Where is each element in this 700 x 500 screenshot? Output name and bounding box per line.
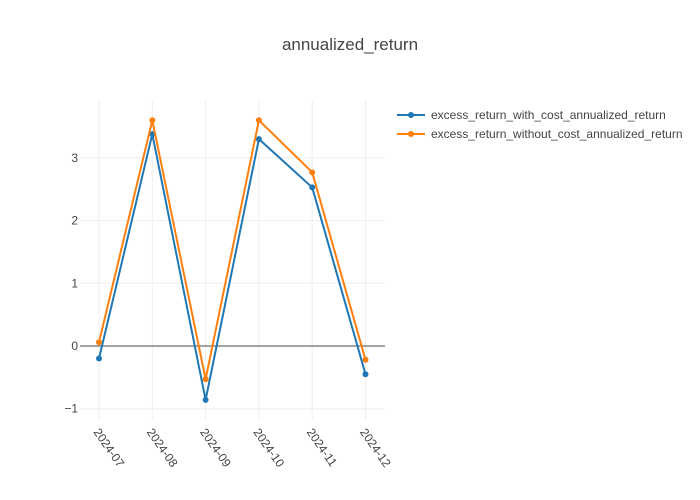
legend-item[interactable]: excess_return_with_cost_annualized_retur… xyxy=(397,108,666,122)
y-tick-label: 1 xyxy=(71,276,78,290)
legend-item[interactable]: excess_return_without_cost_annualized_re… xyxy=(397,127,683,141)
grid-lines xyxy=(80,100,385,420)
data-point xyxy=(309,184,316,191)
data-point xyxy=(96,339,102,346)
x-tick-label: 2024-09 xyxy=(197,426,234,470)
chart-title: annualized_return xyxy=(282,35,418,54)
legend-label: excess_return_without_cost_annualized_re… xyxy=(431,127,683,141)
data-point xyxy=(255,117,262,124)
data-point xyxy=(96,355,102,362)
legend[interactable]: excess_return_with_cost_annualized_retur… xyxy=(397,108,683,141)
legend-swatch-marker xyxy=(408,131,414,137)
series-group xyxy=(96,117,369,383)
x-tick-label: 2024-08 xyxy=(144,426,181,470)
data-point xyxy=(362,356,369,363)
legend-label: excess_return_with_cost_annualized_retur… xyxy=(431,108,666,122)
data-point xyxy=(202,376,209,383)
x-tick-label: 2024-07 xyxy=(91,426,128,470)
data-point xyxy=(149,117,156,124)
series-line xyxy=(98,118,367,380)
y-tick-label: 2 xyxy=(71,214,78,228)
data-point xyxy=(362,371,369,378)
data-point xyxy=(149,131,156,138)
y-tick-label: −1 xyxy=(64,402,78,416)
data-point xyxy=(202,396,209,403)
x-tick-label: 2024-12 xyxy=(357,426,394,470)
axes: 3 2 1 0 −1 2024-07 2024-08 2024-09 2024-10 2024-1… xyxy=(64,151,394,470)
series-layer xyxy=(96,117,369,403)
series-group xyxy=(96,131,369,403)
data-point xyxy=(255,136,262,143)
legend-swatch-marker xyxy=(408,112,414,118)
series-line xyxy=(98,133,367,401)
data-point xyxy=(309,169,316,176)
y-tick-label: 0 xyxy=(71,339,78,353)
x-tick-label: 2024-11 xyxy=(304,426,340,470)
x-tick-label: 2024-10 xyxy=(250,426,287,470)
y-tick-label: 3 xyxy=(71,151,78,165)
